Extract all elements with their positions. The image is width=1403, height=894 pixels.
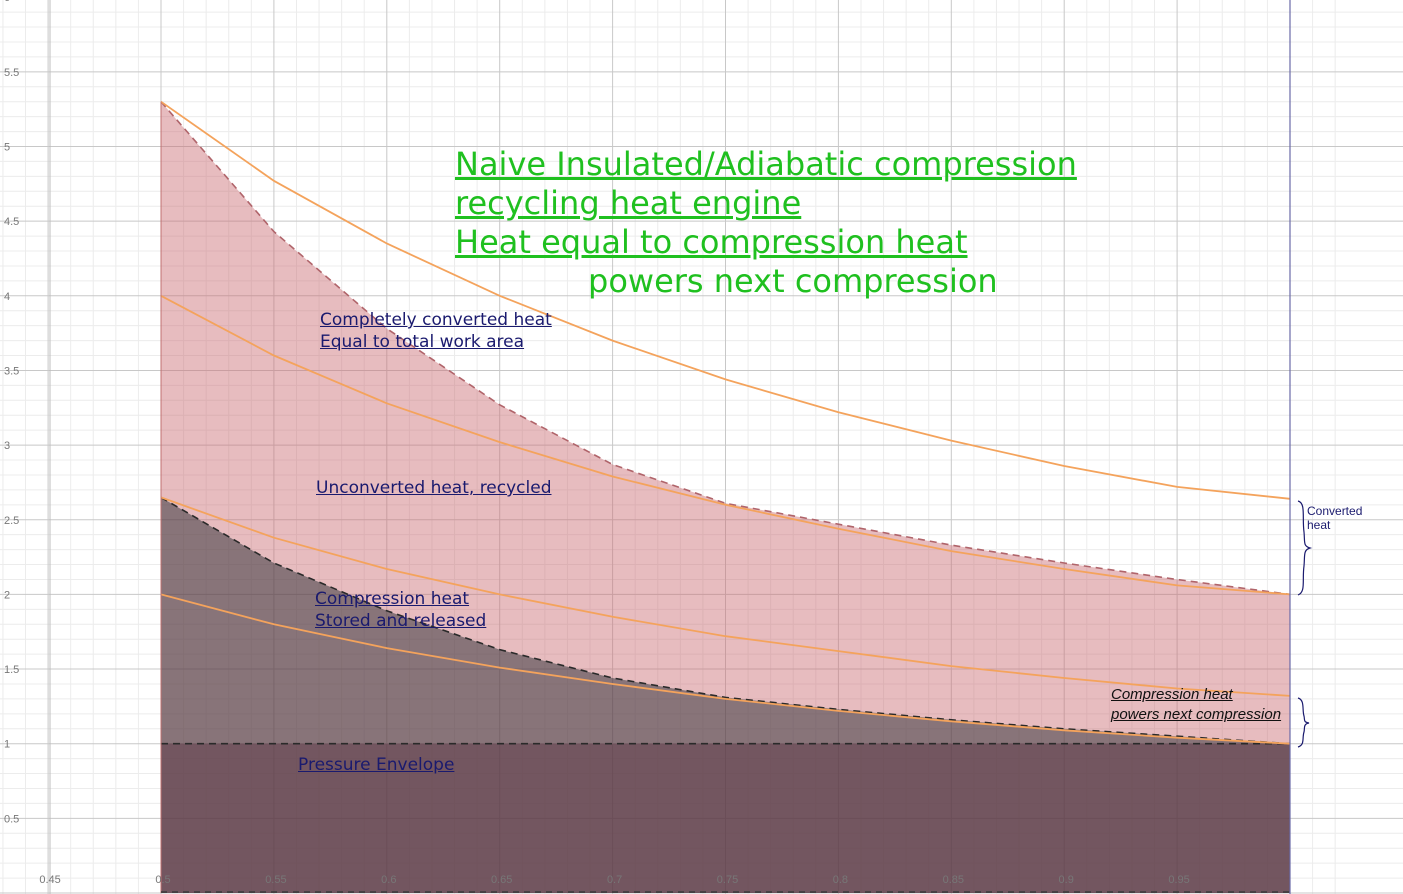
y-tick-label: 2	[4, 589, 10, 601]
x-tick-label: 0.55	[265, 874, 286, 886]
x-tick-label: 0.75	[717, 874, 738, 886]
series-line-7	[160, 593, 1291, 745]
filled-areas	[161, 101, 1290, 893]
title-line-3: Heat equal to compression heat	[455, 223, 968, 261]
y-tick-label: 6	[4, 0, 10, 4]
series-line-2	[160, 496, 1291, 745]
y-tick-label: 1.5	[4, 664, 19, 676]
area-compression-heat	[161, 497, 1290, 893]
annotation-next-line-2: powers next compression	[1111, 706, 1282, 723]
annotation-compression-line-2: Stored and released	[315, 611, 487, 631]
annotation-compression-line-1: Compression heat	[315, 589, 470, 609]
y-tick-label: 1	[4, 739, 10, 751]
annotation-converted-line-2: Equal to total work area	[320, 332, 525, 352]
chart-title: Naive Insulated/Adiabatic compression re…	[455, 145, 1077, 301]
annotation-next-line-1: Compression heat	[1111, 686, 1233, 703]
x-tick-label: 0.85	[943, 874, 964, 886]
x-tick-label: 0.7	[607, 874, 622, 886]
y-tick-label: 3	[4, 440, 10, 452]
series-line-4	[160, 100, 1291, 500]
x-tick-label: 0.9	[1059, 874, 1074, 886]
x-tick-label: 0.45	[39, 874, 60, 886]
y-tick-label: 5	[4, 142, 10, 154]
y-tick-label: 5.5	[4, 67, 19, 79]
annotation-converted: Completely converted heat Equal to total…	[320, 309, 552, 353]
series-line-5	[160, 295, 1291, 596]
x-tick-label: 0.8	[833, 874, 848, 886]
area-unconverted-heat	[161, 101, 1290, 744]
tick-labels: 0.45 0.5 0.55 0.6 0.65 0.7 0.75 0.8 0.85 0.9 0.950…	[4, 0, 1190, 886]
series-line-1	[160, 101, 1291, 596]
x-tick-label: 0.6	[381, 874, 396, 886]
x-tick-label: 0.5	[155, 874, 170, 886]
converted-heat-label-line-1: Converted	[1307, 504, 1363, 518]
area-pressure-envelope	[161, 743, 1290, 893]
annotation-next-compression: Compression heat powers next compression	[1111, 685, 1281, 725]
annotation-converted-line-1: Completely converted heat	[320, 310, 552, 330]
next-compression-brace	[1297, 697, 1310, 748]
annotation-envelope-line: Pressure Envelope	[298, 755, 455, 775]
y-tick-label: 0.5	[4, 813, 19, 825]
y-tick-label: 2.5	[4, 515, 19, 527]
y-tick-label: 4.5	[4, 216, 19, 228]
y-tick-label: 4	[4, 291, 10, 303]
title-line-1: Naive Insulated/Adiabatic compression	[455, 145, 1077, 183]
series-lines	[160, 0, 1291, 894]
x-tick-label: 0.65	[491, 874, 512, 886]
title-line-2: recycling heat engine	[455, 184, 802, 222]
series-line-6	[160, 496, 1291, 697]
title-line-4: powers next compression	[588, 262, 998, 300]
annotation-envelope: Pressure Envelope	[298, 754, 454, 776]
y-tick-label: 3.5	[4, 365, 19, 377]
converted-heat-brace	[1297, 500, 1313, 596]
x-tick-label: 0.95	[1168, 874, 1189, 886]
converted-heat-label-line-2: heat	[1307, 518, 1331, 532]
annotation-compression: Compression heat Stored and released	[315, 588, 486, 632]
brace-marks	[1297, 500, 1313, 748]
annotation-unconverted-line: Unconverted heat, recycled	[316, 478, 552, 498]
annotation-unconverted: Unconverted heat, recycled	[316, 477, 552, 499]
converted-heat-label: Converted heat	[1307, 504, 1362, 532]
